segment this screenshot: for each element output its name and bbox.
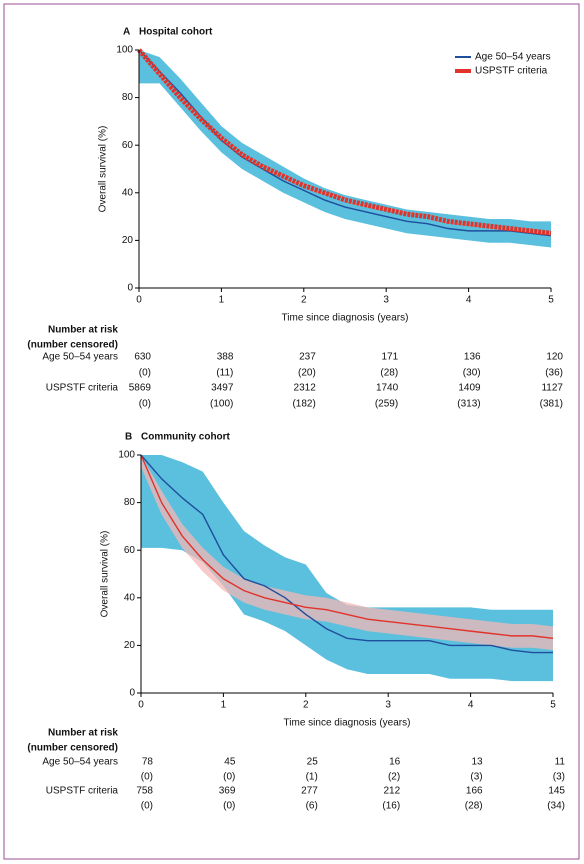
x-axis-label: Time since diagnosis (years): [284, 718, 411, 729]
censored: (3): [553, 772, 565, 783]
y-axis-label: Overall survival (%): [100, 531, 111, 618]
censored: (36): [545, 368, 563, 379]
y-tick-label: 100: [118, 450, 135, 461]
censored: (11): [216, 368, 233, 379]
censored: (3): [470, 772, 482, 783]
panel-label: A: [123, 27, 130, 38]
censored: (0): [141, 801, 153, 812]
censored: (100): [210, 399, 233, 410]
at-risk: 5869: [129, 383, 152, 394]
risk-row-name: USPSTF criteria: [46, 383, 119, 394]
y-tick-label: 100: [116, 45, 133, 56]
censored: (182): [292, 399, 315, 410]
legend-label: USPSTF criteria: [475, 66, 548, 77]
at-risk: 45: [224, 757, 236, 768]
censored: (30): [463, 368, 481, 379]
risk-row-name: Age 50–54 years: [42, 352, 118, 363]
censored: (313): [457, 399, 480, 410]
y-tick-label: 40: [122, 187, 134, 198]
risk-row-name: USPSTF criteria: [46, 786, 119, 797]
y-tick-label: 80: [124, 497, 136, 508]
censored: (2): [388, 772, 400, 783]
panel-label: B: [125, 432, 132, 443]
at-risk: 2312: [294, 383, 317, 394]
survival-line: [140, 454, 554, 639]
x-tick-label: 4: [468, 700, 474, 711]
at-risk: 11: [555, 757, 566, 768]
frame: [3, 3, 580, 860]
at-risk: 136: [464, 352, 481, 363]
survival-line: [140, 454, 553, 654]
at-risk: 166: [466, 786, 483, 797]
y-tick-label: 20: [124, 640, 136, 651]
risk-table-title: (number censored): [27, 340, 118, 351]
censored: (259): [375, 399, 398, 410]
risk-row-name: Age 50–54 years: [42, 757, 118, 768]
at-risk: 388: [217, 352, 234, 363]
y-tick-label: 40: [124, 592, 136, 603]
at-risk: 145: [548, 786, 565, 797]
y-tick-label: 20: [122, 235, 134, 246]
at-risk: 212: [384, 786, 401, 797]
x-tick-label: 5: [548, 295, 554, 306]
censored: (28): [465, 801, 483, 812]
confidence-band: [139, 50, 551, 248]
censored: (20): [298, 368, 316, 379]
censored: (0): [139, 399, 151, 410]
y-axis-label: Overall survival (%): [98, 126, 109, 213]
censored: (28): [380, 368, 398, 379]
confidence-band: [141, 455, 553, 651]
x-tick-label: 2: [303, 700, 309, 711]
censored: (0): [223, 772, 235, 783]
at-risk: 630: [134, 352, 151, 363]
y-tick-label: 0: [127, 283, 133, 294]
censored: (0): [223, 801, 235, 812]
at-risk: 758: [136, 786, 153, 797]
x-tick-label: 5: [550, 700, 556, 711]
x-tick-label: 0: [136, 295, 142, 306]
x-tick-label: 3: [385, 700, 391, 711]
censored: (0): [141, 772, 153, 783]
x-tick-label: 0: [138, 700, 144, 711]
censored: (34): [547, 801, 565, 812]
risk-table-title: Number at risk: [48, 728, 118, 739]
at-risk: 120: [546, 352, 563, 363]
chart-title: Community cohort: [141, 432, 231, 443]
at-risk: 13: [471, 757, 483, 768]
survival-line: [137, 48, 552, 236]
risk-table-title: Number at risk: [48, 325, 118, 336]
x-axis-label: Time since diagnosis (years): [282, 313, 409, 324]
at-risk: 16: [389, 757, 401, 768]
legend-label: Age 50–54 years: [475, 52, 551, 63]
x-tick-label: 2: [301, 295, 307, 306]
censored: (381): [540, 399, 563, 410]
censored: (16): [382, 801, 400, 812]
at-risk: 78: [142, 757, 154, 768]
at-risk: 1740: [376, 383, 399, 394]
x-tick-label: 1: [221, 700, 227, 711]
chart-title: Hospital cohort: [139, 27, 213, 38]
censored: (1): [306, 772, 318, 783]
censored: (0): [139, 368, 151, 379]
y-tick-label: 60: [122, 140, 134, 151]
at-risk: 277: [301, 786, 318, 797]
at-risk: 237: [299, 352, 316, 363]
censored: (6): [306, 801, 318, 812]
at-risk: 1409: [458, 383, 481, 394]
x-tick-label: 4: [466, 295, 472, 306]
at-risk: 1127: [541, 383, 563, 394]
y-tick-label: 60: [124, 545, 136, 556]
at-risk: 3497: [211, 383, 234, 394]
x-tick-label: 3: [383, 295, 389, 306]
survival-line: [138, 49, 552, 237]
risk-table-title: (number censored): [27, 743, 118, 754]
x-tick-label: 1: [219, 295, 225, 306]
y-tick-label: 80: [122, 92, 134, 103]
at-risk: 25: [307, 757, 319, 768]
at-risk: 171: [382, 352, 399, 363]
at-risk: 369: [219, 786, 236, 797]
y-tick-label: 0: [129, 688, 135, 699]
